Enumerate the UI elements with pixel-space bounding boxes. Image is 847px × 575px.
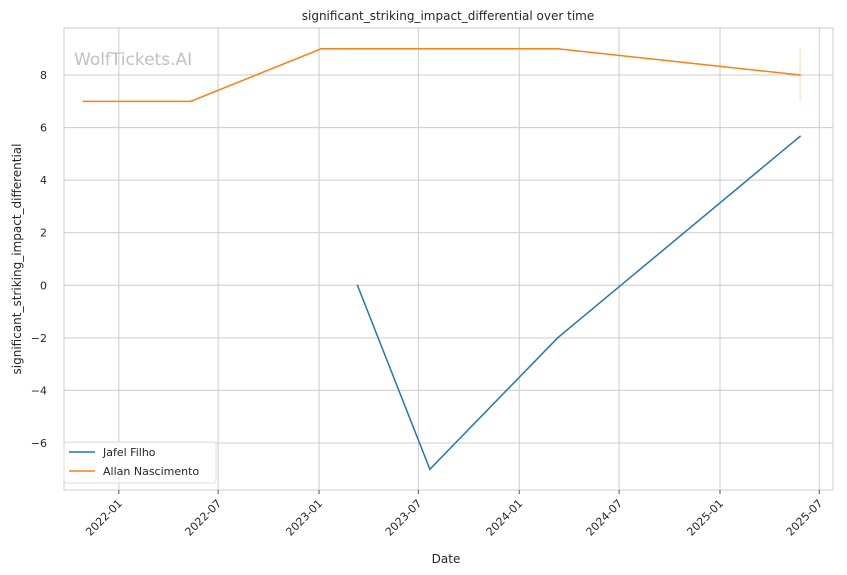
plot-frame: [63, 27, 834, 491]
y-tick-label: −6: [31, 437, 47, 450]
data-point: [356, 284, 359, 287]
data-point: [82, 100, 84, 103]
y-tick-label: 0: [40, 279, 47, 292]
legend-box: [63, 441, 217, 484]
y-axis-label: significant_striking_impact_differential: [10, 144, 24, 375]
data-point: [799, 74, 801, 76]
data-point: [320, 47, 323, 50]
series-line-jafel-filho: [356, 135, 801, 471]
x-tick-label: 2023-01: [283, 497, 325, 539]
watermark: WolfTickets.AI: [74, 50, 192, 70]
y-tick-label: 2: [40, 227, 47, 240]
x-tick-label: 2023-07: [383, 497, 425, 539]
chart-title: significant_striking_impact_differential…: [302, 9, 594, 23]
data-point: [429, 468, 431, 471]
y-tick-label: 6: [40, 122, 47, 135]
x-tick-label: 2024-07: [584, 497, 626, 539]
x-tick-label: 2025-01: [684, 497, 726, 539]
grid: [64, 28, 833, 490]
legend-label-allan: Allan Nascimento: [103, 465, 199, 478]
x-tick-label: 2022-01: [83, 497, 125, 539]
y-tick-label: −2: [31, 332, 47, 345]
data-point: [189, 100, 192, 103]
y-tick-label: −4: [31, 384, 47, 397]
y-tick-label: 8: [40, 69, 47, 82]
data-point: [556, 47, 559, 50]
x-axis-label: Date: [432, 552, 461, 566]
data-point: [556, 337, 559, 339]
x-tick-label: 2024-01: [484, 497, 526, 539]
data-point: [799, 135, 801, 138]
legend: Jafel Filho Allan Nascimento: [63, 441, 217, 484]
legend-label-jafel: Jafel Filho: [102, 446, 156, 459]
y-tick-label: 4: [40, 174, 47, 187]
x-tick-label: 2022-07: [183, 497, 225, 539]
marks: [82, 47, 801, 471]
x-tick-label: 2025-07: [784, 497, 826, 539]
